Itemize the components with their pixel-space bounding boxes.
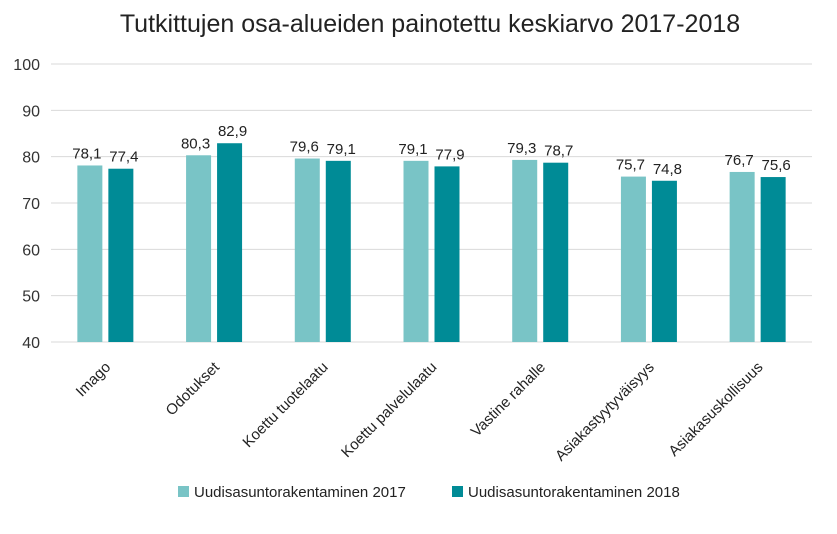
bar-2017 (77, 165, 103, 342)
bar-2018 (760, 177, 786, 342)
x-tick-label: Koettu palvelulaatu (338, 359, 440, 461)
legend-swatch (178, 486, 189, 497)
y-tick-label: 60 (22, 242, 40, 259)
data-label: 78,1 (72, 145, 101, 162)
legend: Uudisasuntorakentaminen 2017 Uudisasuntor… (178, 484, 680, 501)
data-labels: 78,1 77,4 80,3 82,9 79,6 79,1 79,1 77,9 79,3 78,7… (72, 123, 790, 178)
bar-2017 (729, 171, 755, 342)
x-tick-label: Imago (73, 359, 115, 401)
data-label: 79,3 (507, 140, 536, 157)
data-label: 74,8 (653, 161, 682, 178)
bar-2017 (620, 176, 646, 342)
y-tick-label: 100 (13, 57, 40, 74)
legend-item-2018: Uudisasuntorakentaminen 2018 (452, 484, 680, 501)
x-tick-label: Asiakastyytyväisyys (552, 359, 658, 465)
data-label: 78,7 (544, 143, 573, 160)
bar-2018 (217, 143, 243, 342)
gridlines (51, 63, 812, 343)
legend-label: Uudisasuntorakentaminen 2017 (194, 484, 406, 501)
data-label: 75,7 (616, 157, 645, 174)
y-tick-label: 70 (22, 196, 40, 213)
bar-2018 (108, 168, 134, 342)
bar-2017 (294, 158, 320, 342)
legend-item-2017: Uudisasuntorakentaminen 2017 (178, 484, 406, 501)
bar-2018 (543, 162, 569, 342)
bar-2018 (651, 180, 677, 342)
data-label: 79,6 (290, 139, 319, 156)
x-tick-label: Vastine rahalle (468, 359, 549, 440)
bar-2017 (512, 159, 538, 342)
data-label: 79,1 (398, 141, 427, 158)
data-label: 77,4 (109, 149, 138, 166)
data-label: 77,9 (435, 146, 464, 163)
x-tick-label: Koettu tuotelaatu (239, 359, 331, 451)
legend-swatch (452, 486, 463, 497)
x-tick-label: Asiakasuskollisuus (665, 359, 766, 460)
chart-title: Tutkittujen osa-alueiden painotettu kesk… (120, 10, 740, 38)
y-tick-label: 50 (22, 289, 40, 306)
x-axis-ticks: Imago Odotukset Koettu tuotelaatu Koettu pa… (73, 358, 767, 464)
y-tick-label: 90 (22, 103, 40, 120)
data-label: 82,9 (218, 123, 247, 140)
bar-2017 (403, 160, 429, 342)
bar-2018 (325, 160, 351, 342)
data-label: 75,6 (762, 157, 791, 174)
bars (77, 143, 786, 342)
x-tick-label: Odotukset (163, 358, 224, 419)
y-tick-label: 40 (22, 335, 40, 352)
bar-2018 (434, 166, 460, 342)
y-tick-label: 80 (22, 150, 40, 167)
data-label: 76,7 (725, 152, 754, 169)
legend-label: Uudisasuntorakentaminen 2018 (468, 484, 680, 501)
bar-2017 (186, 155, 212, 342)
data-label: 79,1 (327, 141, 356, 158)
data-label: 80,3 (181, 135, 210, 152)
y-axis-ticks: 40 50 60 70 80 90 100 (13, 57, 40, 352)
